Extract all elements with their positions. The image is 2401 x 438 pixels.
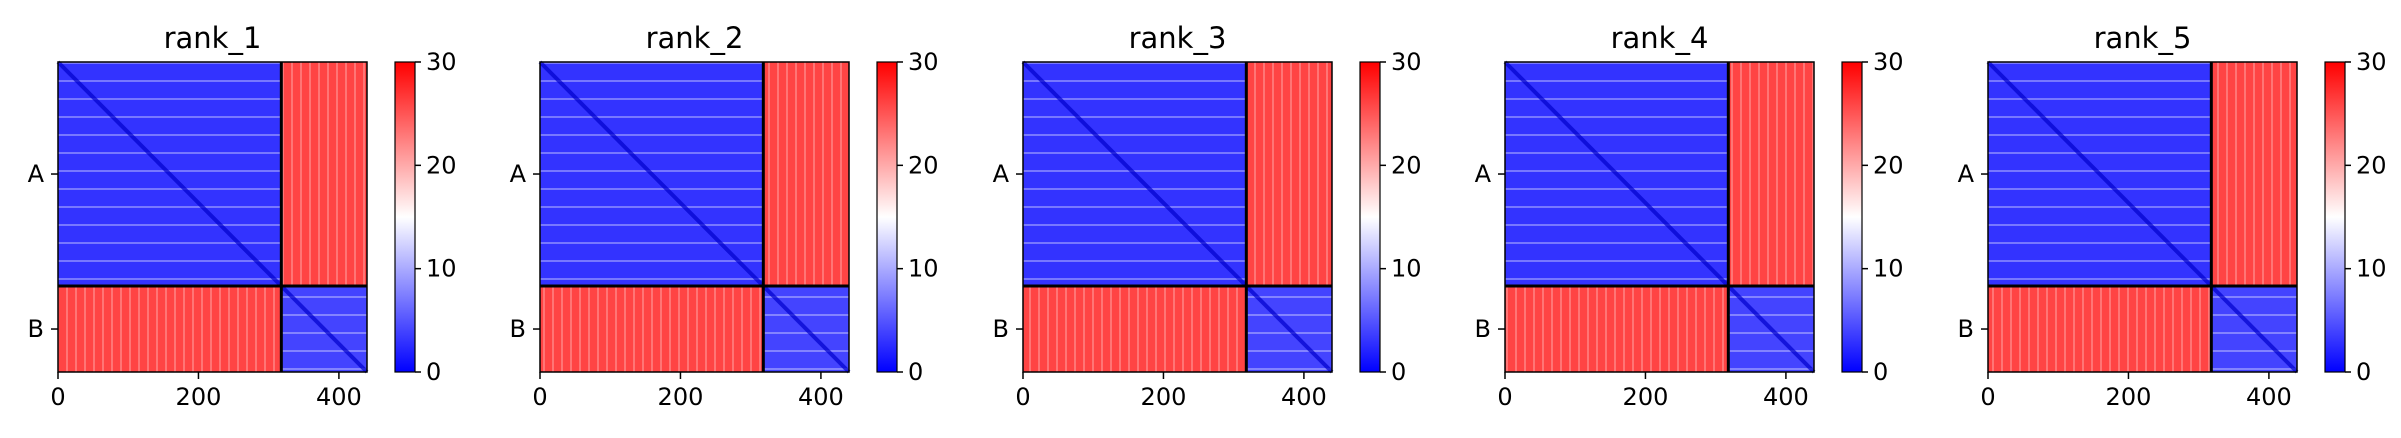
colorbar-tick-label: 0 — [2356, 358, 2371, 386]
y-tick-label: B — [510, 315, 526, 343]
y-tick-label: B — [28, 315, 44, 343]
axes-frame — [1987, 61, 2298, 373]
axes-frame — [1022, 61, 1333, 373]
colorbar-tick-label: 30 — [1873, 48, 1904, 76]
block-texture — [763, 62, 849, 287]
x-tick-label: 0 — [532, 383, 547, 411]
colorbar — [1841, 61, 1863, 373]
panel-title: rank_1 — [164, 21, 262, 55]
x-tick-label: 400 — [1763, 383, 1809, 411]
panel-title: rank_2 — [646, 21, 744, 55]
panel-rank_4: rank_4 0 200 400 A B 0 10 20 30 — [1475, 21, 1904, 411]
colorbar-tick-label: 20 — [426, 151, 457, 179]
x-tick-label: 200 — [658, 383, 704, 411]
block-texture — [540, 286, 764, 372]
colorbar-tick-label: 0 — [908, 358, 923, 386]
x-tick-label: 200 — [176, 383, 222, 411]
block-texture — [1246, 62, 1332, 287]
block-texture — [1988, 286, 2212, 372]
y-tick-label: A — [28, 160, 45, 188]
colorbar-tick-label: 30 — [908, 48, 939, 76]
x-tick-label: 0 — [1980, 383, 1995, 411]
colorbar — [394, 61, 416, 373]
colorbar-tick-label: 0 — [426, 358, 441, 386]
diagonal — [1503, 60, 1816, 374]
axes-frame — [539, 61, 850, 373]
y-tick-label: B — [993, 315, 1009, 343]
block-texture — [281, 62, 367, 287]
colorbar-tick-label: 10 — [1391, 255, 1422, 283]
colorbar-tick-label: 30 — [426, 48, 457, 76]
colorbar — [1359, 61, 1381, 373]
colorbar-tick-label: 10 — [1873, 255, 1904, 283]
x-tick-label: 200 — [2106, 383, 2152, 411]
colorbar-tick-label: 20 — [908, 151, 939, 179]
y-tick-label: A — [510, 160, 527, 188]
axes-frame — [57, 61, 368, 373]
colorbar — [876, 61, 898, 373]
diagonal — [1986, 60, 2299, 374]
panel-rank_5: rank_5 0 200 400 A B 0 10 20 30 — [1958, 21, 2387, 411]
colorbar-tick-label: 30 — [2356, 48, 2387, 76]
colorbar-tick-label: 10 — [908, 255, 939, 283]
x-tick-label: 0 — [1015, 383, 1030, 411]
colorbar-tick-label: 30 — [1391, 48, 1422, 76]
colorbar-tick-label: 0 — [1391, 358, 1406, 386]
colorbar-tick-label: 20 — [1391, 151, 1422, 179]
colorbar-tick-label: 10 — [2356, 255, 2387, 283]
y-tick-label: A — [1958, 160, 1975, 188]
diagonal — [1021, 60, 1334, 374]
x-tick-label: 400 — [1281, 383, 1327, 411]
y-tick-label: B — [1958, 315, 1974, 343]
block-texture — [58, 286, 282, 372]
y-tick-label: A — [1475, 160, 1492, 188]
colorbar-tick-label: 20 — [1873, 151, 1904, 179]
panel-title: rank_5 — [2094, 21, 2192, 55]
y-tick-label: A — [993, 160, 1010, 188]
panel-rank_3: rank_3 0 200 400 A B 0 10 20 30 — [993, 21, 1422, 411]
x-tick-label: 400 — [798, 383, 844, 411]
panel-rank_2: rank_2 0 200 400 A B 0 10 20 30 — [510, 21, 939, 411]
x-tick-label: 200 — [1141, 383, 1187, 411]
colorbar-tick-label: 0 — [1873, 358, 1888, 386]
x-tick-label: 400 — [2246, 383, 2292, 411]
panel-title: rank_4 — [1611, 21, 1709, 55]
y-tick-label: B — [1475, 315, 1491, 343]
colorbar-tick-label: 10 — [426, 255, 457, 283]
block-texture — [2211, 62, 2297, 287]
axes-frame — [1504, 61, 1815, 373]
x-tick-label: 400 — [316, 383, 362, 411]
colorbar — [2324, 61, 2346, 373]
x-tick-label: 200 — [1623, 383, 1669, 411]
block-texture — [1505, 286, 1729, 372]
x-tick-label: 0 — [50, 383, 65, 411]
diagonal — [538, 60, 851, 374]
block-texture — [1728, 62, 1814, 287]
colorbar-tick-label: 20 — [2356, 151, 2387, 179]
block-texture — [1023, 286, 1247, 372]
panel-rank_1: rank_1 0 200 400 A B 0 10 20 30 — [28, 21, 457, 411]
diagonal — [56, 60, 369, 374]
x-tick-label: 0 — [1497, 383, 1512, 411]
panel-title: rank_3 — [1129, 21, 1227, 55]
